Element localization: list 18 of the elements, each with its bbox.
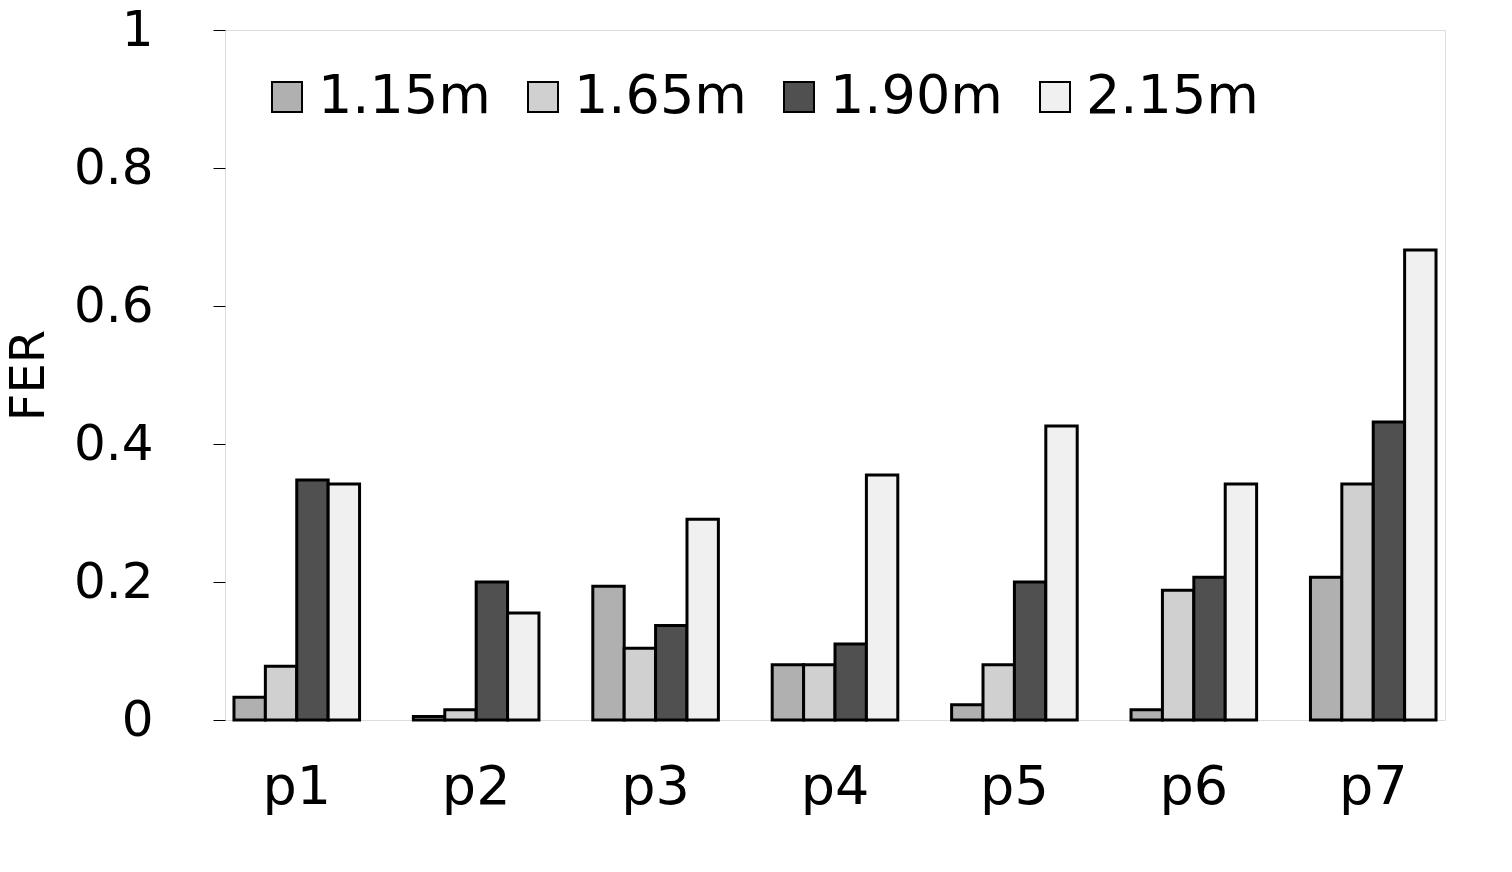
x-tick-label: p7 (1338, 753, 1408, 817)
y-axis-title: FER (0, 329, 55, 422)
legend-label: 1.65m (574, 63, 747, 126)
y-tick-label: 0.6 (73, 275, 154, 334)
x-tick-label: p4 (800, 753, 870, 817)
legend-label: 2.15m (1086, 63, 1259, 126)
legend-label: 1.15m (318, 63, 491, 126)
y-tick-label: 1 (121, 0, 154, 58)
y-tick-label: 0 (121, 689, 154, 748)
x-tick-label: p2 (441, 753, 511, 817)
x-tick-label: p5 (980, 753, 1049, 817)
y-tick-label: 0.4 (73, 413, 154, 472)
y-tick-label: 0.2 (73, 551, 154, 610)
x-tick-label: p6 (1159, 753, 1229, 817)
x-tick-label: p1 (262, 753, 332, 817)
x-tick-label: p3 (621, 753, 690, 817)
legend-label: 1.90m (830, 63, 1003, 126)
y-tick-label: 0.8 (73, 137, 154, 196)
